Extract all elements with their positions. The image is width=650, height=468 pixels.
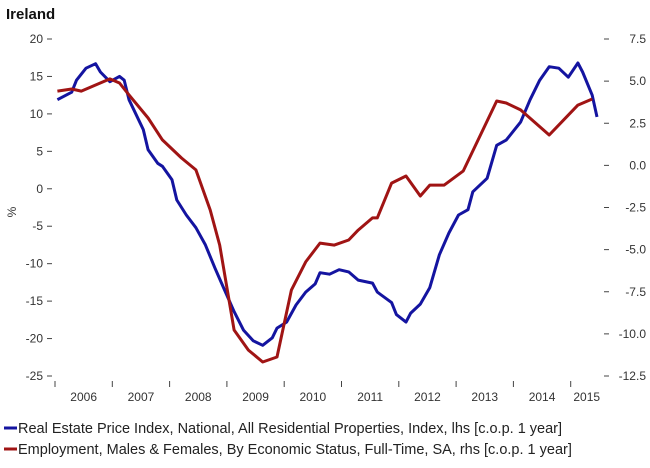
x-tick-label: 2015	[573, 390, 600, 404]
y-left-tick-label: 20	[30, 32, 44, 46]
x-tick-label: 2010	[299, 390, 326, 404]
y-left-tick-label: 5	[36, 144, 43, 158]
y-right-tick-label: -10.0	[619, 327, 647, 341]
legend-label-employment: Employment, Males & Females, By Economic…	[18, 442, 572, 458]
y-right-tick-label: 5.0	[629, 74, 646, 88]
y-left-tick-label: 0	[36, 182, 43, 196]
x-tick-label: 2006	[70, 390, 97, 404]
y-right-tick-label: 2.5	[629, 116, 646, 130]
y-left-tick-label: -25	[26, 369, 44, 383]
y-left-tick-label: -20	[26, 332, 44, 346]
x-tick-label: 2013	[471, 390, 498, 404]
y-left-tick-label: -15	[26, 294, 44, 308]
y-right-tick-label: -2.5	[625, 201, 646, 215]
y-right-tick-label: -7.5	[625, 285, 646, 299]
x-tick-label: 2008	[185, 390, 212, 404]
x-tick-label: 2009	[242, 390, 269, 404]
x-tick-label: 2011	[357, 390, 383, 404]
x-tick-label: 2014	[529, 390, 556, 404]
legend-label-price: Real Estate Price Index, National, All R…	[18, 421, 562, 437]
y-right-tick-label: 0.0	[629, 158, 646, 172]
y-right-tick-label: 7.5	[629, 32, 646, 46]
x-tick-label: 2007	[128, 390, 155, 404]
x-tick-label: 2012	[414, 390, 441, 404]
y-left-tick-label: 15	[30, 69, 44, 83]
y-left-tick-label: -10	[26, 257, 44, 271]
y-left-tick-label: -5	[32, 219, 43, 233]
chart-title: Ireland	[6, 6, 55, 23]
series-line-employment	[57, 77, 593, 364]
y-right-tick-label: -5.0	[625, 243, 646, 257]
y-right-tick-label: -12.5	[619, 369, 647, 383]
y-left-tick-label: 10	[30, 107, 44, 121]
y-axis-label: %	[5, 206, 19, 217]
series-line-price-index	[56, 61, 599, 347]
